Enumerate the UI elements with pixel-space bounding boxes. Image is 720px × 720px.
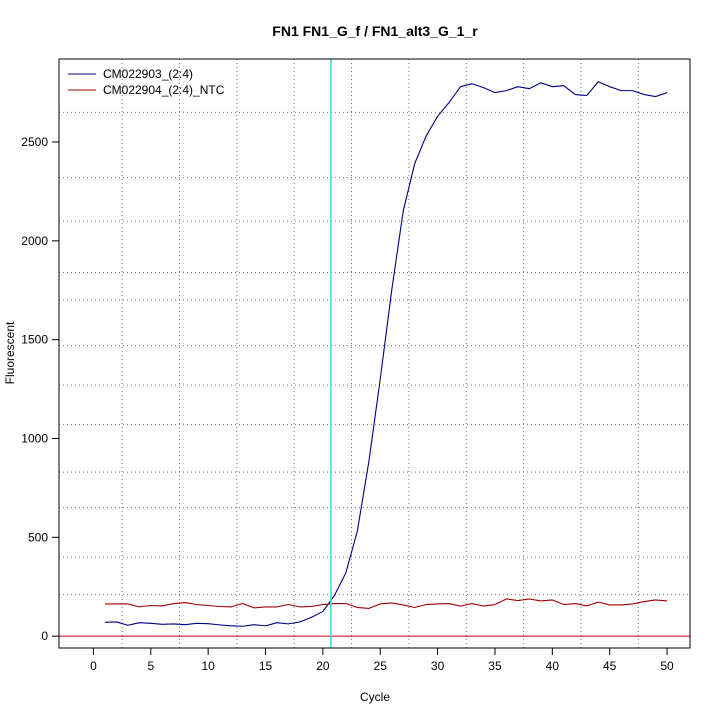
x-axis: 0 5 10 15 20 25 30 35 40 45 50 [90, 647, 674, 673]
x-tick-label-2: 10 [201, 659, 215, 673]
x-tick-label-1: 5 [147, 659, 154, 673]
y-tick-label-5: 2500 [21, 135, 48, 149]
series-layer [104, 81, 668, 627]
y-tick-label-1: 500 [28, 530, 48, 544]
y-tick-label-2: 1000 [21, 431, 48, 445]
x-tick-label-10: 50 [660, 659, 674, 673]
x-tick-label-0: 0 [90, 659, 97, 673]
legend: CM022903_(2:4) CM022904_(2:4)_NTC [68, 67, 225, 97]
series-line-2 [104, 598, 668, 610]
x-tick-label-7: 35 [488, 659, 502, 673]
series-line-1 [104, 81, 668, 627]
x-axis-label: Cycle [360, 690, 390, 704]
x-tick-label-4: 20 [316, 659, 330, 673]
y-tick-label-4: 2000 [21, 234, 48, 248]
x-tick-label-8: 40 [546, 659, 560, 673]
y-axis: 0 500 1000 1500 2000 2500 [21, 135, 60, 643]
x-tick-label-9: 45 [603, 659, 617, 673]
y-tick-label-3: 1500 [21, 333, 48, 347]
y-tick-label-0: 0 [41, 629, 48, 643]
chart-title: FN1 FN1_G_f / FN1_alt3_G_1_r [272, 23, 478, 39]
y-axis-label: Fluorescent [3, 321, 17, 384]
legend-label-series-1: CM022903_(2:4) [103, 67, 193, 81]
x-tick-label-6: 30 [431, 659, 445, 673]
legend-label-series-2: CM022904_(2:4)_NTC [103, 83, 225, 97]
x-tick-label-3: 15 [259, 659, 273, 673]
x-tick-label-5: 25 [374, 659, 388, 673]
